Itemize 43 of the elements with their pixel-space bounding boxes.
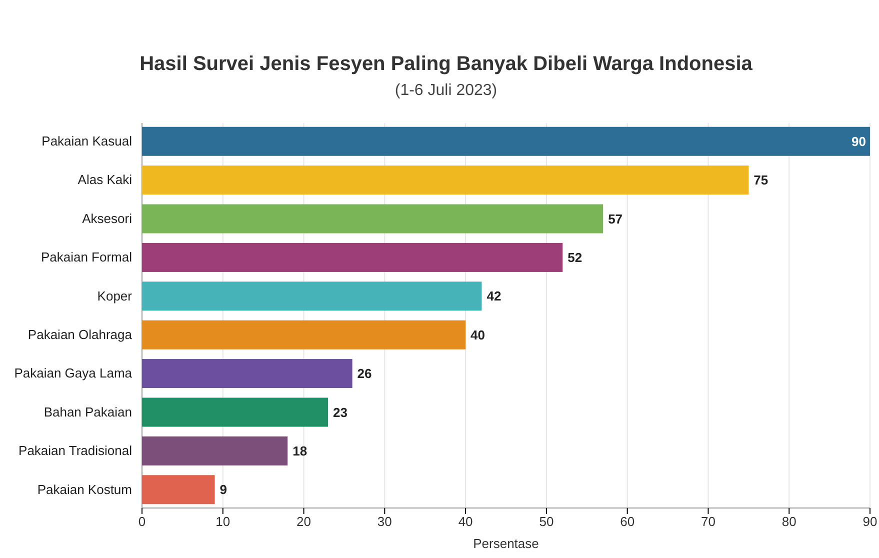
x-tick-label: 60: [620, 514, 635, 530]
bar: [142, 359, 352, 388]
x-axis-title: Persentase: [473, 536, 539, 551]
chart-subtitle: (1-6 Juli 2023): [394, 82, 498, 99]
y-tick-label: Aksesori: [82, 210, 132, 226]
y-tick-label: Pakaian Kasual: [42, 134, 132, 149]
bar: [142, 436, 288, 466]
data-label: 42: [486, 288, 502, 304]
bar: [142, 320, 466, 350]
data-label: 18: [292, 443, 308, 458]
bar: [142, 126, 870, 156]
x-tick-label: 30: [377, 514, 392, 530]
x-tick-label: 40: [458, 514, 473, 530]
bar: [142, 242, 563, 272]
bar: [142, 475, 215, 504]
bar: [142, 398, 328, 427]
y-tick-label: Pakaian Formal: [40, 250, 132, 265]
y-tick-label: Pakaian Kostum: [37, 482, 132, 497]
y-tick-label: Alas Kaki: [78, 172, 132, 188]
bar: [142, 166, 749, 195]
x-tick-label: 70: [700, 514, 716, 530]
data-label: 57: [608, 211, 623, 226]
x-tick-label: 0: [138, 514, 146, 530]
x-tick-label: 80: [782, 514, 796, 530]
bar: [142, 204, 604, 234]
y-tick-label: Koper: [97, 288, 133, 304]
x-tick-label: 90: [862, 514, 878, 530]
data-label: 40: [470, 327, 486, 342]
y-tick-label: Bahan Pakaian: [44, 404, 132, 420]
y-tick-label: Pakaian Tradisional: [18, 443, 132, 458]
x-tick-label: 20: [296, 514, 312, 530]
x-tick-label: 10: [216, 514, 230, 530]
data-label: 75: [754, 172, 768, 188]
data-label: 90: [852, 134, 866, 149]
data-label: 9: [220, 482, 228, 498]
data-label: 52: [568, 250, 582, 266]
x-tick-label: 50: [539, 514, 554, 530]
y-tick-label: Pakaian Olahraga: [28, 327, 133, 342]
data-label: 26: [357, 366, 372, 382]
bar: [142, 282, 482, 311]
chart-title: Hasil Survei Jenis Fesyen Paling Banyak Dibeli Warga Indonesia: [140, 53, 754, 75]
data-label: 23: [333, 404, 348, 420]
y-tick-label: Pakaian Gaya Lama: [14, 366, 133, 381]
